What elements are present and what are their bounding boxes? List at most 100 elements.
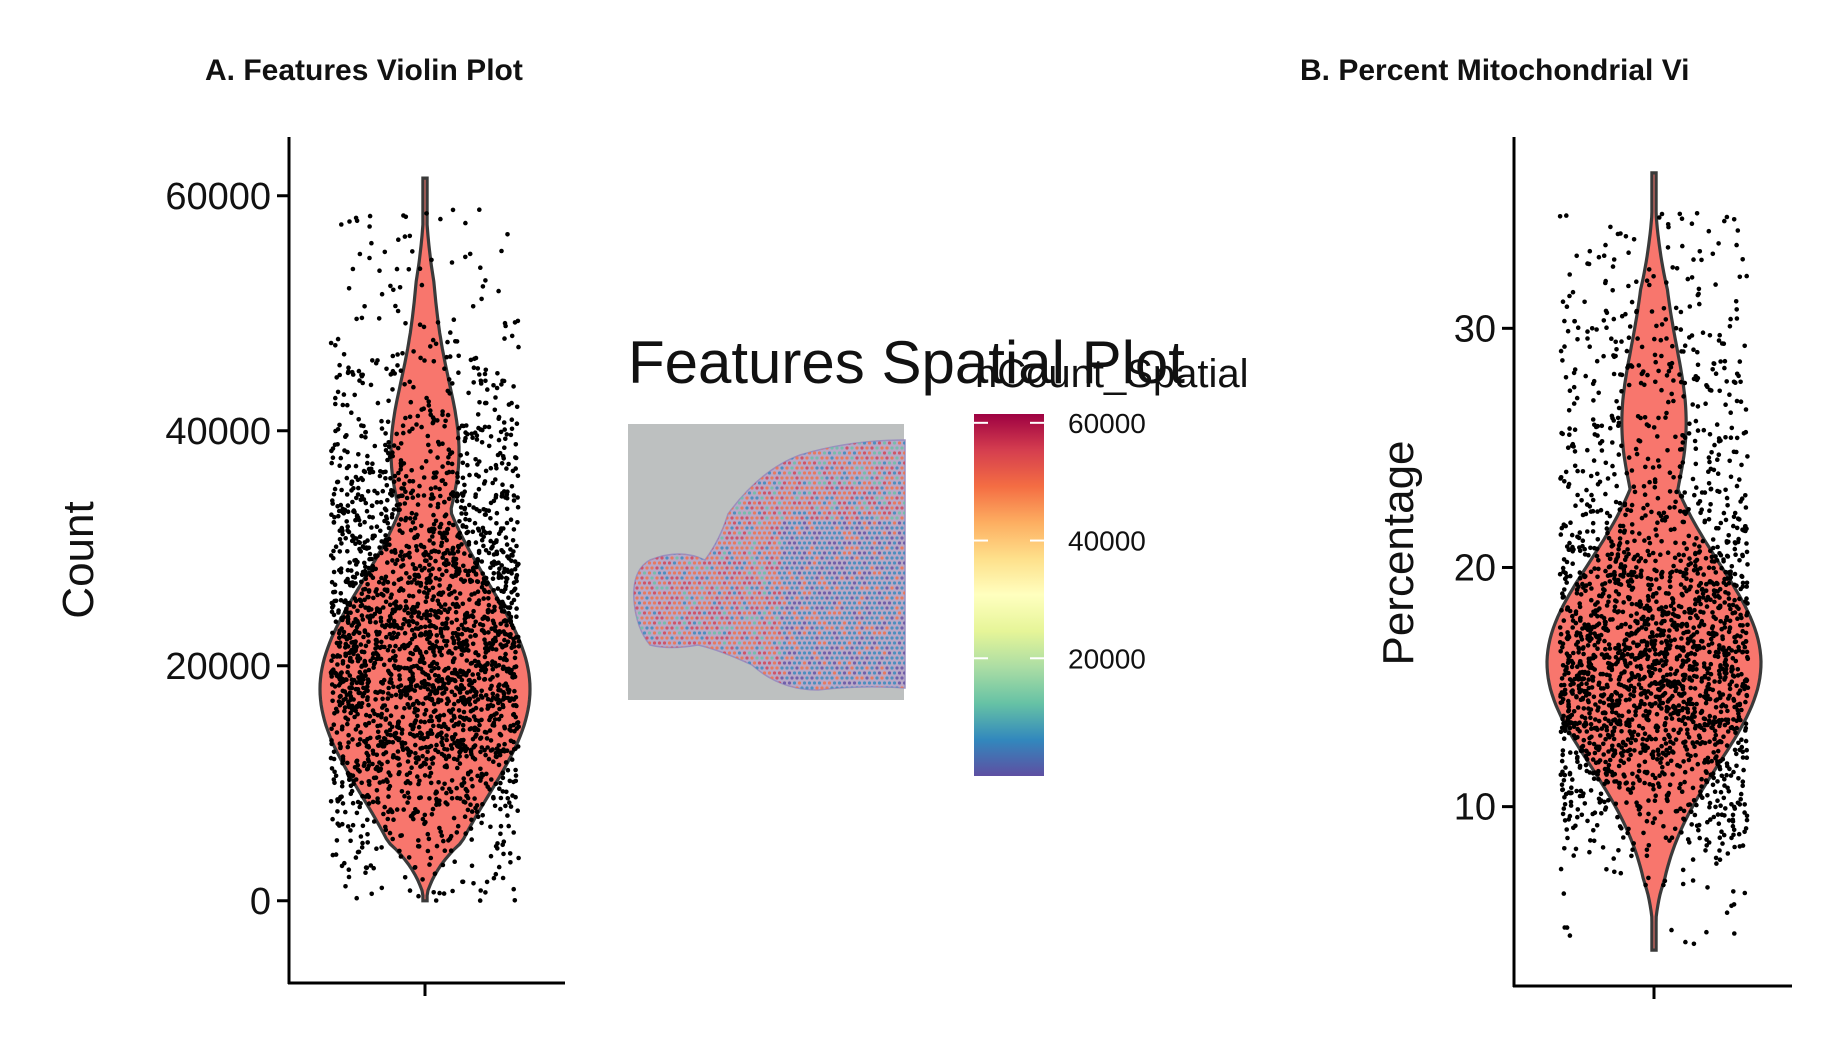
data-point <box>350 533 355 539</box>
spot <box>787 581 792 585</box>
spot <box>845 496 849 500</box>
data-point <box>412 572 418 578</box>
data-point <box>486 550 492 556</box>
spot <box>800 546 804 550</box>
data-point <box>479 707 484 712</box>
spot <box>730 596 734 600</box>
spot <box>792 591 797 595</box>
spot <box>902 441 905 445</box>
spot <box>682 571 687 575</box>
data-point <box>485 696 491 702</box>
data-point <box>486 756 492 762</box>
spot <box>745 576 749 580</box>
data-point <box>431 594 437 599</box>
data-point <box>333 544 339 549</box>
data-point <box>343 609 348 615</box>
spot <box>805 536 809 540</box>
data-point <box>447 354 453 359</box>
spot <box>757 521 762 525</box>
data-point <box>373 689 378 695</box>
spot <box>690 626 694 630</box>
data-point <box>417 322 423 328</box>
spot <box>657 601 662 605</box>
data-point <box>434 470 439 475</box>
data-point <box>414 683 420 688</box>
spot <box>885 496 889 500</box>
data-point <box>442 638 447 644</box>
data-point <box>328 553 334 558</box>
data-point <box>368 735 373 741</box>
spot <box>827 641 832 645</box>
spot <box>822 571 827 575</box>
data-point <box>414 621 420 626</box>
data-point <box>442 424 447 429</box>
spot <box>705 606 709 610</box>
spot <box>790 566 794 570</box>
data-point <box>417 649 423 654</box>
spot <box>887 471 892 475</box>
spot <box>877 531 882 535</box>
spot <box>790 546 794 550</box>
spot <box>812 481 817 485</box>
data-point <box>400 714 406 720</box>
spot <box>765 646 769 650</box>
spot <box>852 501 857 505</box>
data-point <box>471 623 477 628</box>
data-point <box>382 804 388 810</box>
data-point <box>488 738 494 743</box>
spot <box>710 596 714 600</box>
data-point <box>334 479 340 485</box>
spot <box>865 506 869 510</box>
spot <box>637 601 642 605</box>
data-point <box>412 526 418 531</box>
data-point <box>361 634 366 640</box>
data-point <box>450 545 456 551</box>
spot <box>902 631 905 635</box>
spot <box>717 591 722 595</box>
data-point <box>491 571 497 576</box>
data-point <box>339 487 344 493</box>
spot <box>780 476 784 480</box>
data-point <box>474 437 480 442</box>
data-point <box>450 635 455 641</box>
spot <box>797 481 802 485</box>
spot <box>742 541 747 545</box>
spot <box>662 621 667 625</box>
spot <box>727 521 732 525</box>
spot <box>840 566 844 570</box>
data-point <box>406 751 411 756</box>
data-point <box>487 530 493 536</box>
spot <box>855 446 859 450</box>
spot <box>647 561 652 565</box>
data-point <box>402 382 407 387</box>
spot <box>755 636 759 640</box>
data-point <box>507 605 512 610</box>
spot <box>880 536 884 540</box>
data-point <box>337 654 343 659</box>
spot <box>767 621 772 625</box>
spot <box>775 636 779 640</box>
spot <box>770 566 774 570</box>
data-point <box>397 285 403 290</box>
data-point <box>395 721 401 727</box>
data-point <box>405 759 411 764</box>
spot <box>680 586 684 590</box>
spot <box>765 546 769 550</box>
spot <box>755 516 759 520</box>
spot <box>792 581 797 585</box>
data-point <box>482 654 488 660</box>
data-point <box>409 765 414 770</box>
spot <box>862 551 867 555</box>
data-point <box>488 538 494 544</box>
data-point <box>376 768 381 774</box>
spot <box>685 606 689 610</box>
spot <box>852 611 857 615</box>
spot <box>657 641 662 645</box>
data-point <box>440 464 445 469</box>
data-point <box>424 756 429 762</box>
spot <box>835 576 839 580</box>
data-point <box>504 622 509 628</box>
data-point <box>336 683 342 688</box>
data-point <box>418 624 424 630</box>
spot <box>730 546 734 550</box>
